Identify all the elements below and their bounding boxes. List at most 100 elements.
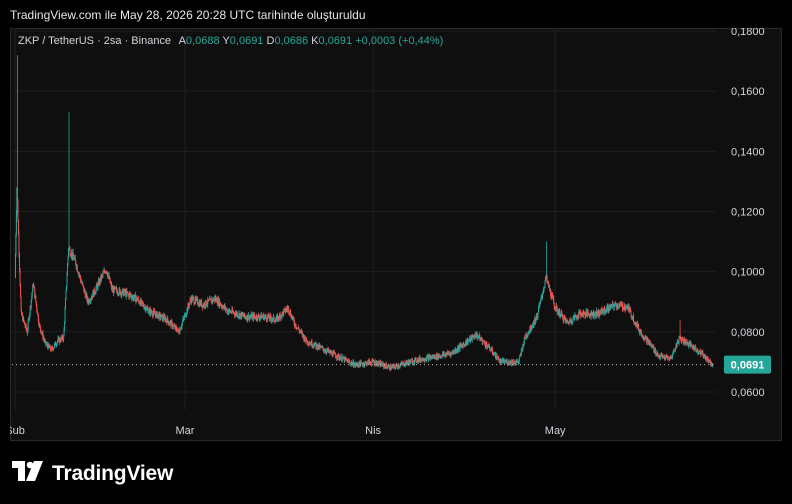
candle-body (45, 341, 47, 345)
candle-body (648, 341, 650, 344)
candle-body (292, 317, 294, 319)
candle-body (677, 340, 679, 343)
candle-body (342, 356, 344, 359)
candle-body (255, 315, 257, 319)
candle-body (472, 336, 474, 338)
candle-body (447, 352, 449, 354)
candle-body (247, 318, 249, 320)
candle-body (134, 294, 136, 302)
candle-body (232, 309, 234, 312)
candle-body (173, 325, 175, 327)
candle-body (444, 353, 446, 355)
candle-body (183, 318, 185, 320)
candle-body (383, 365, 385, 368)
candle-body (84, 289, 86, 293)
candle-body (534, 318, 536, 323)
candle-body (369, 362, 371, 364)
candle-body (370, 362, 372, 364)
tradingview-logo[interactable]: TradingView (12, 461, 173, 486)
candle-body (150, 309, 152, 313)
candle-body (72, 252, 74, 257)
candle-body (470, 337, 472, 341)
candle-body (710, 363, 712, 365)
candle-body (685, 339, 687, 345)
candle-body (160, 317, 162, 319)
candle-body (22, 315, 24, 321)
y-tick-label: 0,1600 (731, 86, 765, 98)
candle-body (115, 288, 117, 290)
candle-body (503, 359, 505, 363)
candle-body (201, 300, 203, 307)
candle-body (665, 355, 667, 358)
candle-body (709, 359, 711, 362)
candle-body (684, 338, 686, 344)
candle-body (629, 308, 631, 311)
candle-body (460, 344, 462, 346)
candle-body (344, 357, 346, 362)
candle-body (174, 325, 176, 329)
candle-body (494, 352, 496, 359)
high-label: Y (222, 35, 230, 47)
candle-body (647, 338, 649, 340)
candle-body (483, 340, 485, 342)
candle-body (33, 286, 35, 289)
candle-body (207, 299, 209, 305)
candle-body (335, 357, 337, 359)
candle-body (26, 330, 28, 334)
y-tick-label: 0,0600 (731, 387, 765, 399)
candle-body (21, 314, 23, 316)
candle-body (194, 302, 196, 304)
candle-body (359, 361, 361, 367)
candle-body (165, 318, 167, 321)
candle-body (568, 322, 570, 324)
candle-body (596, 310, 598, 315)
candle-body (378, 361, 380, 365)
candle-body (170, 321, 172, 327)
candle-body (337, 353, 339, 358)
candle-body (217, 298, 219, 305)
candle-body (678, 337, 680, 344)
close-label: K (311, 35, 319, 47)
candle-body (409, 359, 411, 365)
candle-body (520, 354, 522, 355)
candle-body (66, 264, 68, 276)
candle-body (555, 310, 557, 312)
candle-body (243, 315, 245, 317)
candle-body (323, 350, 325, 352)
candle-body (129, 294, 131, 296)
candle-body (29, 313, 31, 319)
candle-body (179, 328, 181, 334)
candle-body (278, 318, 280, 320)
candle-body (49, 345, 51, 350)
candle-body (375, 362, 377, 365)
candle-body (504, 360, 506, 363)
candle-body (164, 317, 166, 322)
candle-body (412, 359, 414, 364)
candle-body (581, 313, 583, 317)
candle-body (114, 286, 116, 289)
candle-body (313, 344, 315, 347)
candle-body (462, 345, 464, 348)
candle-body (574, 314, 576, 318)
candle-body (576, 318, 578, 319)
candle-body (226, 310, 228, 313)
candle-body (175, 327, 177, 331)
candle-body (238, 313, 240, 317)
candle-body (461, 345, 463, 347)
candle-body (79, 275, 81, 276)
candle-body (502, 359, 504, 361)
candle-body (191, 296, 193, 301)
candle-body (131, 297, 133, 300)
candle-body (329, 350, 331, 354)
candle-body (665, 355, 667, 357)
candle-body (448, 353, 450, 355)
candle-body (28, 318, 30, 320)
candlestick-chart[interactable]: 0,0691 0,1800 0,1600 0,1400 0,1200 0,1000 0,0… (10, 28, 782, 441)
candle-body (94, 292, 96, 294)
candle-body (258, 317, 260, 320)
chart-panel[interactable] (10, 28, 782, 441)
symbol-name[interactable]: ZKP / TetherUS · 2sa · Binance (18, 35, 172, 47)
candle-body (379, 361, 381, 363)
time-axis: Şub Mar Nis May (10, 425, 566, 437)
candle-body (260, 313, 262, 319)
